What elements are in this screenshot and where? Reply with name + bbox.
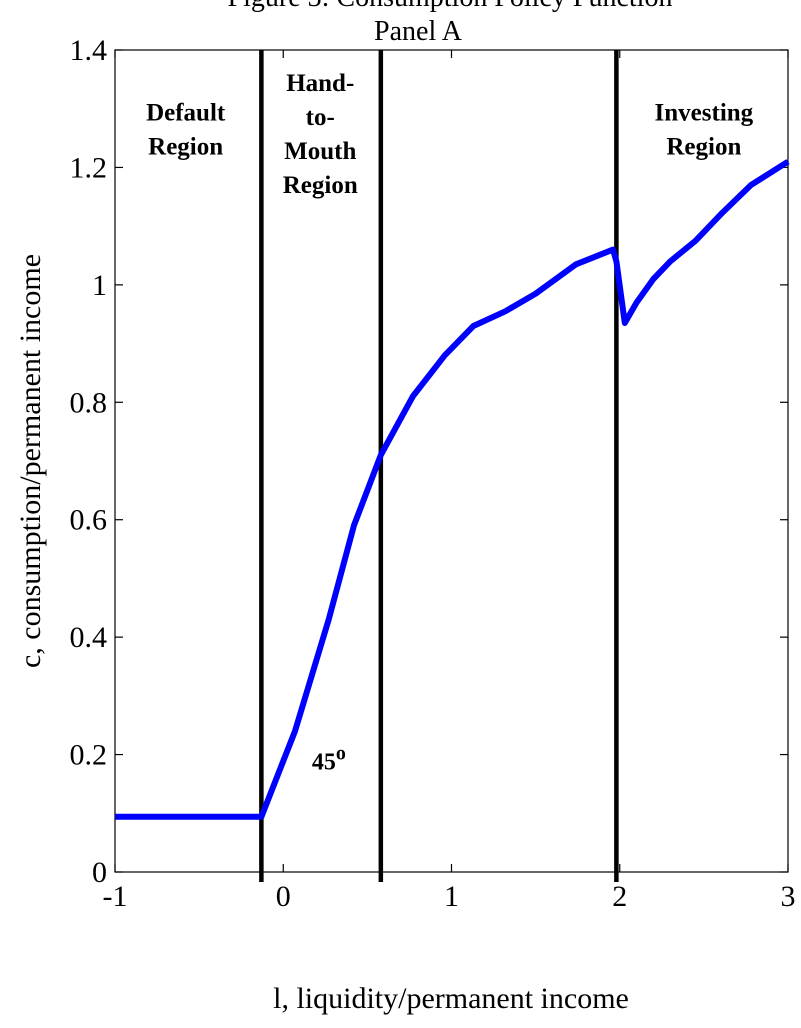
x-axis: -1 0 1 2 3	[103, 50, 796, 913]
x-tick-label: -1	[103, 880, 128, 913]
x-tick-label: 2	[612, 880, 627, 913]
x-tick-label: 0	[276, 880, 291, 913]
angle-annotation: 45o	[312, 742, 346, 775]
y-tick-label: 0	[92, 856, 107, 889]
region-labels: Default Region Hand-to- Mouth Region Investin…	[146, 70, 754, 199]
y-tick-label: 1	[92, 269, 107, 302]
region-label-line: Mouth	[284, 138, 356, 165]
y-axis: 0 0.2 0.4 0.6 0.8 1 1.2 1.4	[70, 34, 788, 889]
chart-subtitle: Panel A	[374, 16, 463, 47]
series-line	[115, 159, 790, 820]
y-axis-label: c, consumption/permanent income	[14, 254, 47, 668]
y-tick-label: 1.2	[70, 151, 108, 184]
chart-title-partial: Figure 3: Consumption Policy Function	[228, 0, 673, 13]
y-tick-label: 1.4	[70, 34, 108, 67]
y-tick-label: 0.4	[70, 621, 108, 654]
x-axis-label: l, liquidity/permanent income	[273, 982, 629, 1015]
region-label-line: Default	[146, 99, 226, 126]
region-label-line: Investing	[655, 99, 754, 126]
region-label-line: Region	[148, 133, 223, 160]
annotation-layer: 45o	[312, 742, 346, 775]
region-label-line: Region	[666, 133, 741, 160]
plot-area	[114, 49, 789, 873]
series-layer	[115, 159, 790, 820]
region-label-line: Region	[283, 172, 358, 199]
region-boundaries	[259, 50, 619, 882]
y-tick-label: 0.2	[70, 739, 108, 772]
y-tick-label: 0.6	[70, 504, 108, 537]
y-tick-label: 0.8	[70, 386, 108, 419]
x-tick-label: 1	[444, 880, 459, 913]
region-label-line: to-	[306, 104, 335, 131]
x-tick-label: 3	[781, 880, 796, 913]
region-label-line: Hand-	[286, 70, 354, 97]
